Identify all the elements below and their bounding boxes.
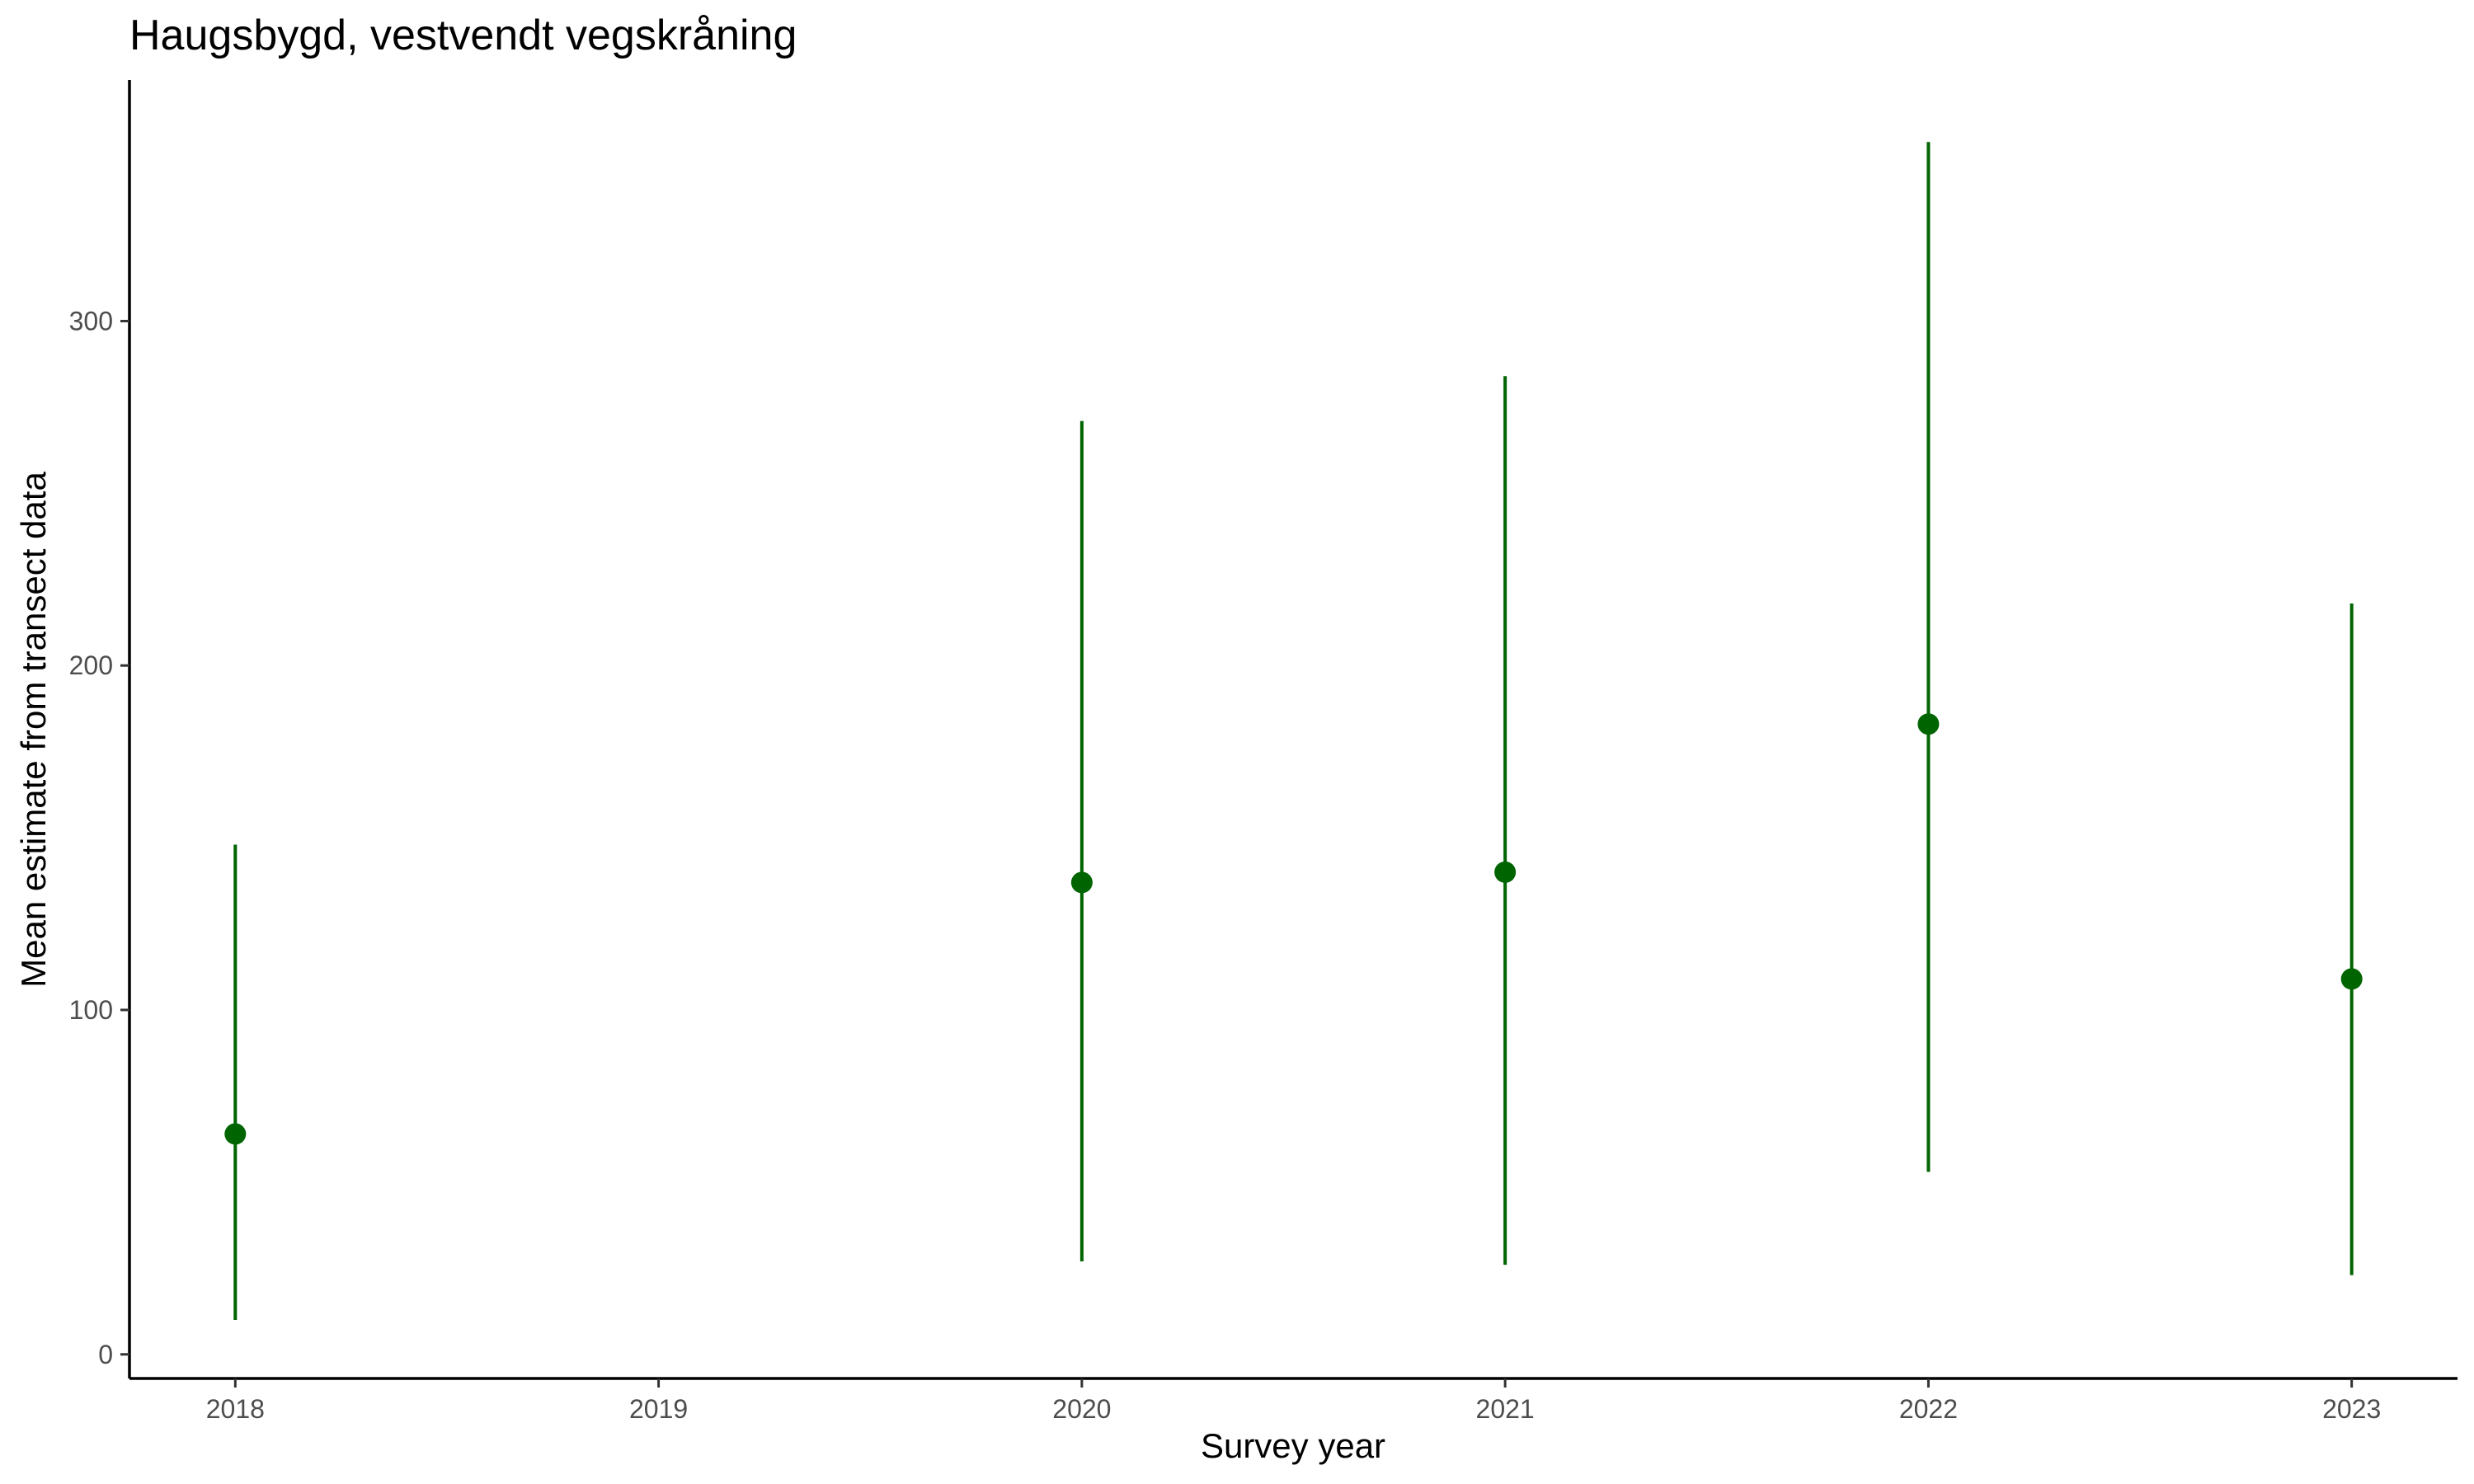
chart-title: Haugsbygd, vestvendt vegskråning (129, 12, 797, 59)
data-point (2340, 968, 2363, 990)
x-axis-label: Survey year (1201, 1426, 1385, 1465)
y-axis-label: Mean estimate from transect data (14, 472, 53, 988)
data-layer (224, 142, 2363, 1320)
y-tick-label: 0 (98, 1340, 113, 1369)
x-tick-label: 2022 (1899, 1394, 1958, 1424)
x-tick-label: 2018 (206, 1394, 265, 1424)
data-point (1494, 861, 1517, 883)
data-point (224, 1123, 247, 1145)
data-point (1917, 713, 1940, 735)
x-tick-label: 2019 (629, 1394, 688, 1424)
x-tick-label: 2021 (1476, 1394, 1535, 1424)
x-tick-label: 2020 (1052, 1394, 1111, 1424)
y-tick-label: 100 (69, 995, 113, 1025)
x-axis-ticks: 2018 2019 2020 2021 2022 2023 (206, 1378, 2381, 1424)
data-point (1070, 871, 1093, 894)
y-tick-label: 200 (69, 650, 113, 680)
y-tick-label: 300 (69, 306, 113, 336)
y-axis-ticks: 0 100 200 300 (69, 306, 129, 1369)
x-tick-label: 2023 (2322, 1394, 2381, 1424)
